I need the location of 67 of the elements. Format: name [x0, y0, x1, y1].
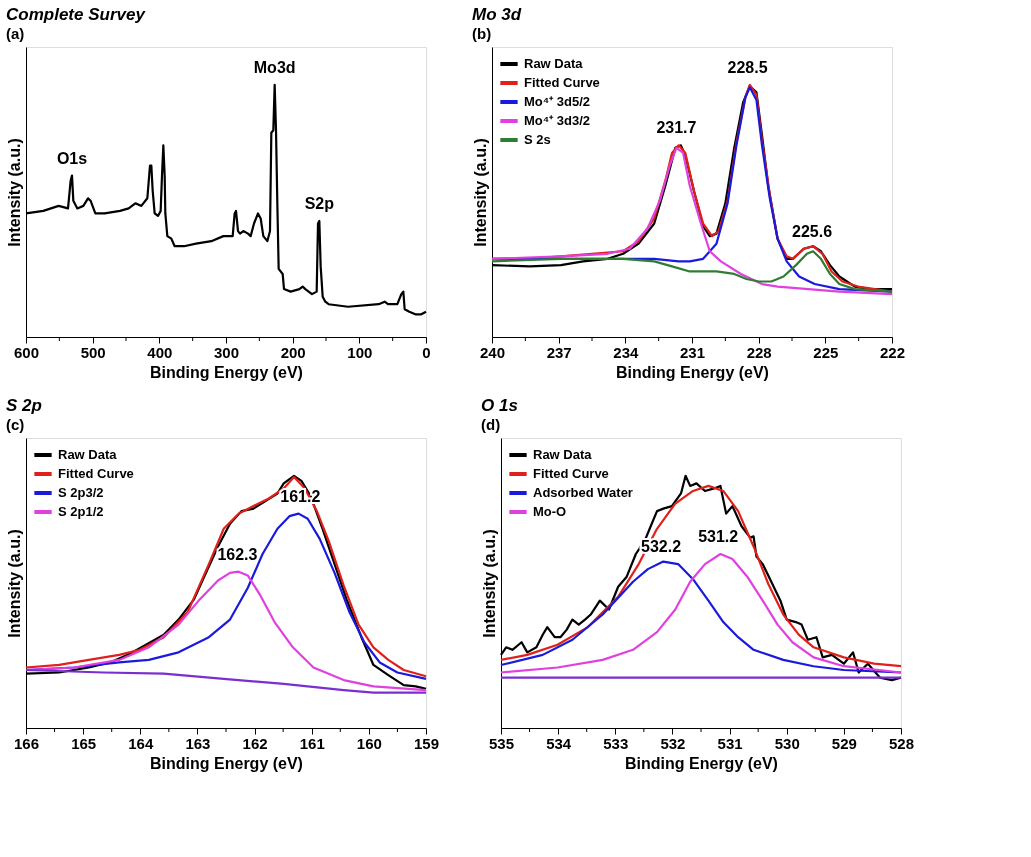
y-axis-title: Intensity (a.u.): [5, 529, 23, 638]
annotation: 231.7: [656, 119, 697, 137]
x-tick-label: 240: [479, 343, 506, 361]
legend-label: Fitted Curve: [524, 75, 600, 90]
chart-title: O 1s: [481, 396, 518, 415]
legend-label: Mo⁴⁺ 3d3/2: [524, 113, 591, 128]
x-tick-label: 529: [831, 734, 857, 752]
x-tick-label: 530: [774, 734, 800, 752]
y-axis-title: Intensity (a.u.): [480, 529, 498, 638]
legend-label: Raw Data: [533, 447, 593, 462]
x-axis-title: Binding Energy (eV): [625, 754, 778, 772]
y-axis-title: Intensity (a.u.): [5, 138, 23, 247]
legend-label: Adsorbed Water: [533, 485, 633, 500]
x-tick-label: 600: [13, 343, 40, 361]
chart-title: S 2p: [6, 396, 42, 415]
x-tick-label: 166: [13, 734, 40, 752]
legend-label: Raw Data: [58, 447, 118, 462]
annotation: 225.6: [791, 222, 833, 240]
x-tick-label: 535: [488, 734, 515, 752]
x-tick-label: 231: [679, 343, 706, 361]
annotation: Mo3d: [253, 58, 296, 76]
legend-label: Fitted Curve: [58, 466, 134, 481]
x-tick-label: 500: [80, 343, 106, 361]
chart-subtitle: (b): [472, 25, 492, 42]
x-tick-label: 165: [71, 734, 97, 752]
annotation: 162.3: [217, 545, 258, 563]
legend-label: Mo⁴⁺ 3d5/2: [524, 94, 591, 109]
x-axis-title: Binding Energy (eV): [150, 754, 303, 772]
y-axis-title: Intensity (a.u.): [471, 138, 489, 247]
x-tick-label: 534: [546, 734, 572, 752]
x-tick-label: 528: [888, 734, 915, 752]
x-tick-label: 162: [242, 734, 268, 752]
x-tick-label: 159: [413, 734, 440, 752]
annotation: 531.2: [698, 528, 739, 545]
annotation: 228.5: [727, 58, 768, 76]
chart-subtitle: (d): [481, 416, 501, 433]
annotation: S2p: [304, 195, 335, 212]
x-axis-title: Binding Energy (eV): [150, 363, 303, 381]
x-tick-label: 160: [356, 734, 382, 752]
legend-label: S 2p1/2: [58, 504, 104, 519]
x-tick-label: 400: [147, 343, 173, 361]
legend-label: S 2p3/2: [58, 485, 104, 500]
chart-title: Mo 3d: [472, 5, 522, 24]
x-tick-label: 300: [213, 343, 240, 361]
x-tick-label: 163: [185, 734, 211, 752]
annotation: O1s: [56, 149, 88, 167]
chart-title: Complete Survey: [6, 5, 147, 24]
legend-label: Fitted Curve: [533, 466, 609, 481]
x-tick-label: 237: [546, 343, 572, 361]
legend-label: S 2s: [524, 132, 551, 147]
x-tick-label: 100: [347, 343, 373, 361]
x-axis-title: Binding Energy (eV): [616, 363, 769, 381]
x-tick-label: 532: [660, 734, 686, 752]
x-tick-label: 161: [299, 734, 325, 752]
x-tick-label: 0: [422, 343, 431, 361]
x-tick-label: 531: [717, 734, 743, 752]
x-tick-label: 200: [280, 343, 306, 361]
x-tick-label: 533: [603, 734, 629, 752]
chart-subtitle: (a): [6, 25, 25, 42]
legend-label: Mo-O: [533, 504, 567, 519]
x-tick-label: 234: [613, 343, 639, 361]
x-tick-label: 228: [746, 343, 772, 361]
x-tick-label: 164: [128, 734, 154, 752]
chart-subtitle: (c): [6, 416, 25, 433]
legend-label: Raw Data: [524, 56, 584, 71]
x-tick-label: 225: [813, 343, 839, 361]
x-tick-label: 222: [879, 343, 906, 361]
